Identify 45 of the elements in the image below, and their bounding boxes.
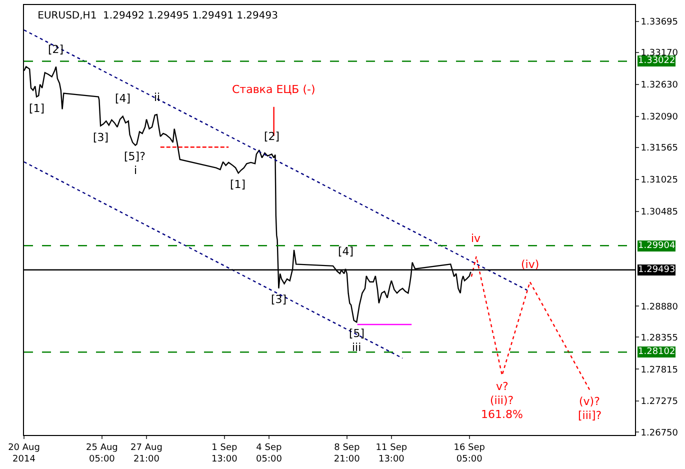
line-series — [470, 256, 590, 391]
x-tick-label: 20 Aug 2014 — [8, 442, 40, 464]
annotation: iii — [352, 341, 362, 354]
y-tick-label: 1.32090 — [640, 112, 678, 122]
annotation: [4] — [115, 92, 131, 105]
y-tick-label: 1.28355 — [640, 333, 678, 344]
annotation: [2] — [48, 43, 64, 56]
ref-line-label: 1.28102 — [638, 347, 676, 357]
y-tick-label: 1.27815 — [640, 365, 678, 376]
x-tick-label: 16 Sep 05:00 — [454, 442, 486, 464]
annotation: [5]? — [124, 150, 146, 163]
annotation: [iii]? — [578, 409, 602, 422]
annotation: v? — [496, 380, 509, 393]
annotation: ii — [154, 91, 160, 104]
annotation: [2] — [264, 130, 280, 143]
annotation: [1] — [29, 102, 45, 115]
x-tick-label: 11 Sep 13:00 — [376, 442, 408, 464]
text: EURUSD,H1 1.29492 1.29495 1.29491 1.29493 — [38, 10, 278, 22]
annotation: Ставка ЕЦБ (-) — [232, 83, 316, 96]
x-tick-label: 27 Aug 21:00 — [130, 442, 162, 464]
y-tick-label: 1.31025 — [640, 175, 678, 186]
x-tick-label: 4 Sep 05:00 — [256, 442, 282, 464]
annotation: [3] — [93, 131, 109, 144]
annotation: [4] — [338, 245, 354, 258]
annotation: iv — [471, 232, 482, 245]
annotation: (v)? — [579, 395, 600, 408]
y-tick-label: 1.30485 — [640, 207, 678, 218]
x-tick-label: 8 Sep 21:00 — [334, 442, 360, 464]
y-tick-label: 1.28880 — [640, 302, 678, 312]
annotation: [3] — [271, 293, 287, 306]
annotation: [1] — [230, 178, 246, 191]
ref-line-label: 1.29904 — [638, 241, 676, 251]
y-tick-label: 1.27275 — [640, 397, 678, 408]
ref-line-label: 1.29493 — [638, 265, 676, 275]
annotation: 161.8% — [481, 408, 523, 421]
annotation: (iv) — [521, 258, 540, 271]
annotation: i — [134, 164, 138, 177]
y-tick-label: 1.26750 — [640, 428, 678, 438]
x-tick-label: 1 Sep 13:00 — [211, 442, 238, 464]
annotation: (iii)? — [490, 394, 514, 407]
x-tick-label: 25 Aug 05:00 — [86, 442, 118, 464]
y-tick-label: 1.33695 — [640, 18, 678, 28]
annotation: [5] — [349, 327, 365, 340]
y-tick-label: 1.31565 — [640, 144, 678, 154]
y-tick-label: 1.32630 — [640, 80, 678, 91]
